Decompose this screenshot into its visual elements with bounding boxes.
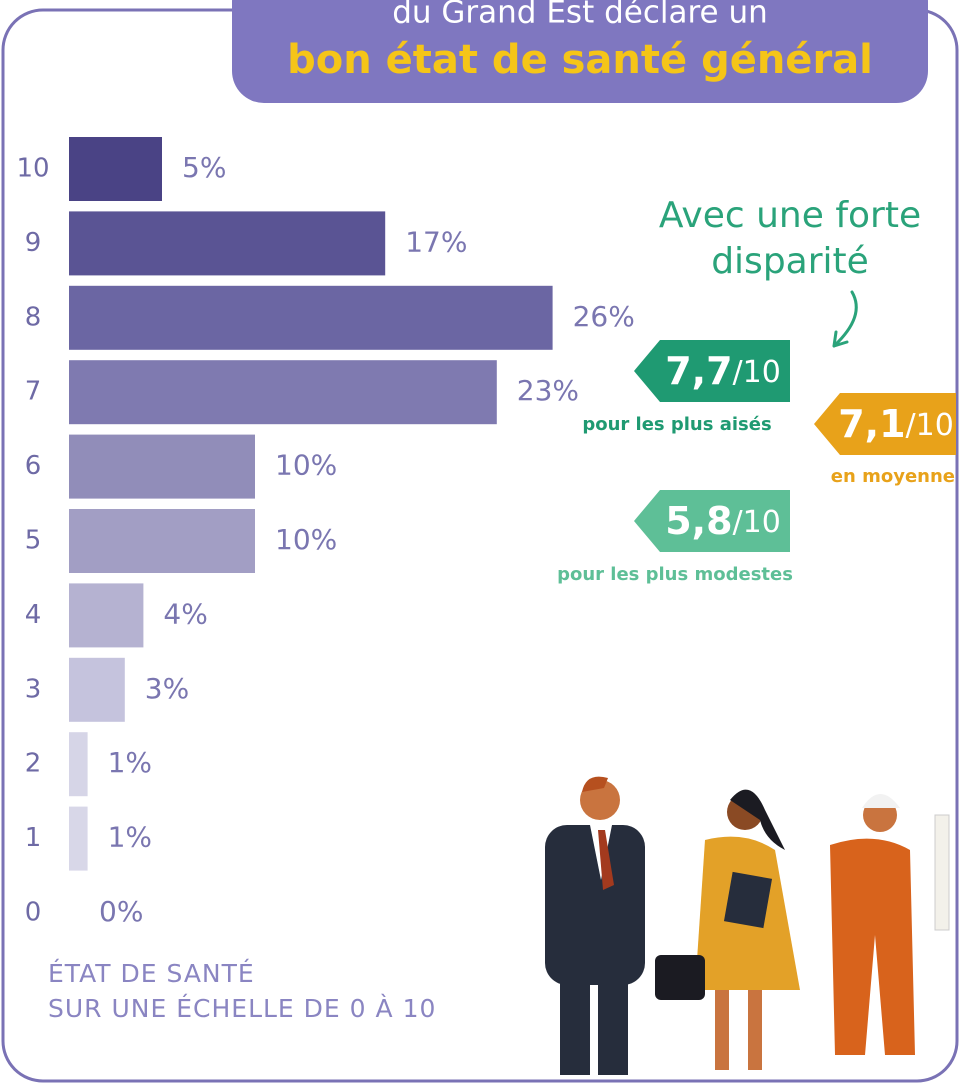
category-label: 1	[25, 823, 42, 853]
bar	[69, 583, 143, 647]
bar	[69, 360, 497, 424]
value-label: 17%	[405, 225, 467, 258]
score-scale: /10	[906, 408, 954, 443]
category-label: 6	[25, 451, 42, 481]
bar	[69, 286, 553, 350]
score-value: 7,1	[838, 402, 905, 446]
category-label: 4	[25, 600, 42, 630]
score-label: pour les plus aisés	[582, 414, 771, 435]
score-scale: /10	[733, 355, 781, 390]
bar	[69, 807, 88, 871]
bar	[69, 435, 255, 499]
bar	[69, 658, 125, 722]
value-label: 10%	[275, 523, 337, 556]
curved-arrow	[834, 292, 856, 346]
category-label: 10	[16, 154, 49, 184]
subtitle: bon état de santé général	[287, 37, 873, 83]
value-label: 1%	[108, 746, 152, 779]
annotation: disparité	[711, 241, 869, 282]
bar	[69, 211, 385, 275]
axis-label: ÉTAT DE SANTÉ	[48, 959, 255, 988]
category-label: 5	[25, 526, 42, 556]
value-label: 1%	[108, 821, 152, 854]
axis-label: SUR UNE ÉCHELLE DE 0 À 10	[48, 994, 436, 1023]
annotation: Avec une forte	[659, 195, 921, 236]
value-label: 23%	[517, 374, 579, 407]
value-label: 3%	[145, 672, 189, 705]
category-label: 0	[25, 898, 42, 928]
bar	[69, 732, 88, 796]
category-label: 8	[25, 302, 42, 332]
bar	[69, 509, 255, 573]
score-scale: /10	[733, 505, 781, 540]
score-label: en moyenne	[831, 466, 955, 487]
score: 5,8/10	[665, 499, 781, 543]
people-illustration	[545, 777, 949, 1075]
value-label: 26%	[573, 300, 635, 333]
category-label: 7	[25, 377, 42, 407]
score-value: 5,8	[665, 499, 732, 543]
category-label: 2	[25, 749, 42, 779]
score: 7,1/10	[838, 402, 954, 446]
score-value: 7,7	[665, 349, 732, 393]
value-label: 5%	[182, 151, 226, 184]
score-label: pour les plus modestes	[557, 564, 793, 585]
value-label: 4%	[163, 597, 207, 630]
infographic: du Grand Est déclare un bon état de sant…	[0, 0, 960, 1085]
bar	[69, 137, 162, 201]
category-label: 9	[25, 228, 42, 258]
value-label: 0%	[99, 895, 143, 928]
title: du Grand Est déclare un	[392, 0, 768, 31]
score: 7,7/10	[665, 349, 781, 393]
category-label: 3	[25, 674, 42, 704]
value-label: 10%	[275, 449, 337, 482]
